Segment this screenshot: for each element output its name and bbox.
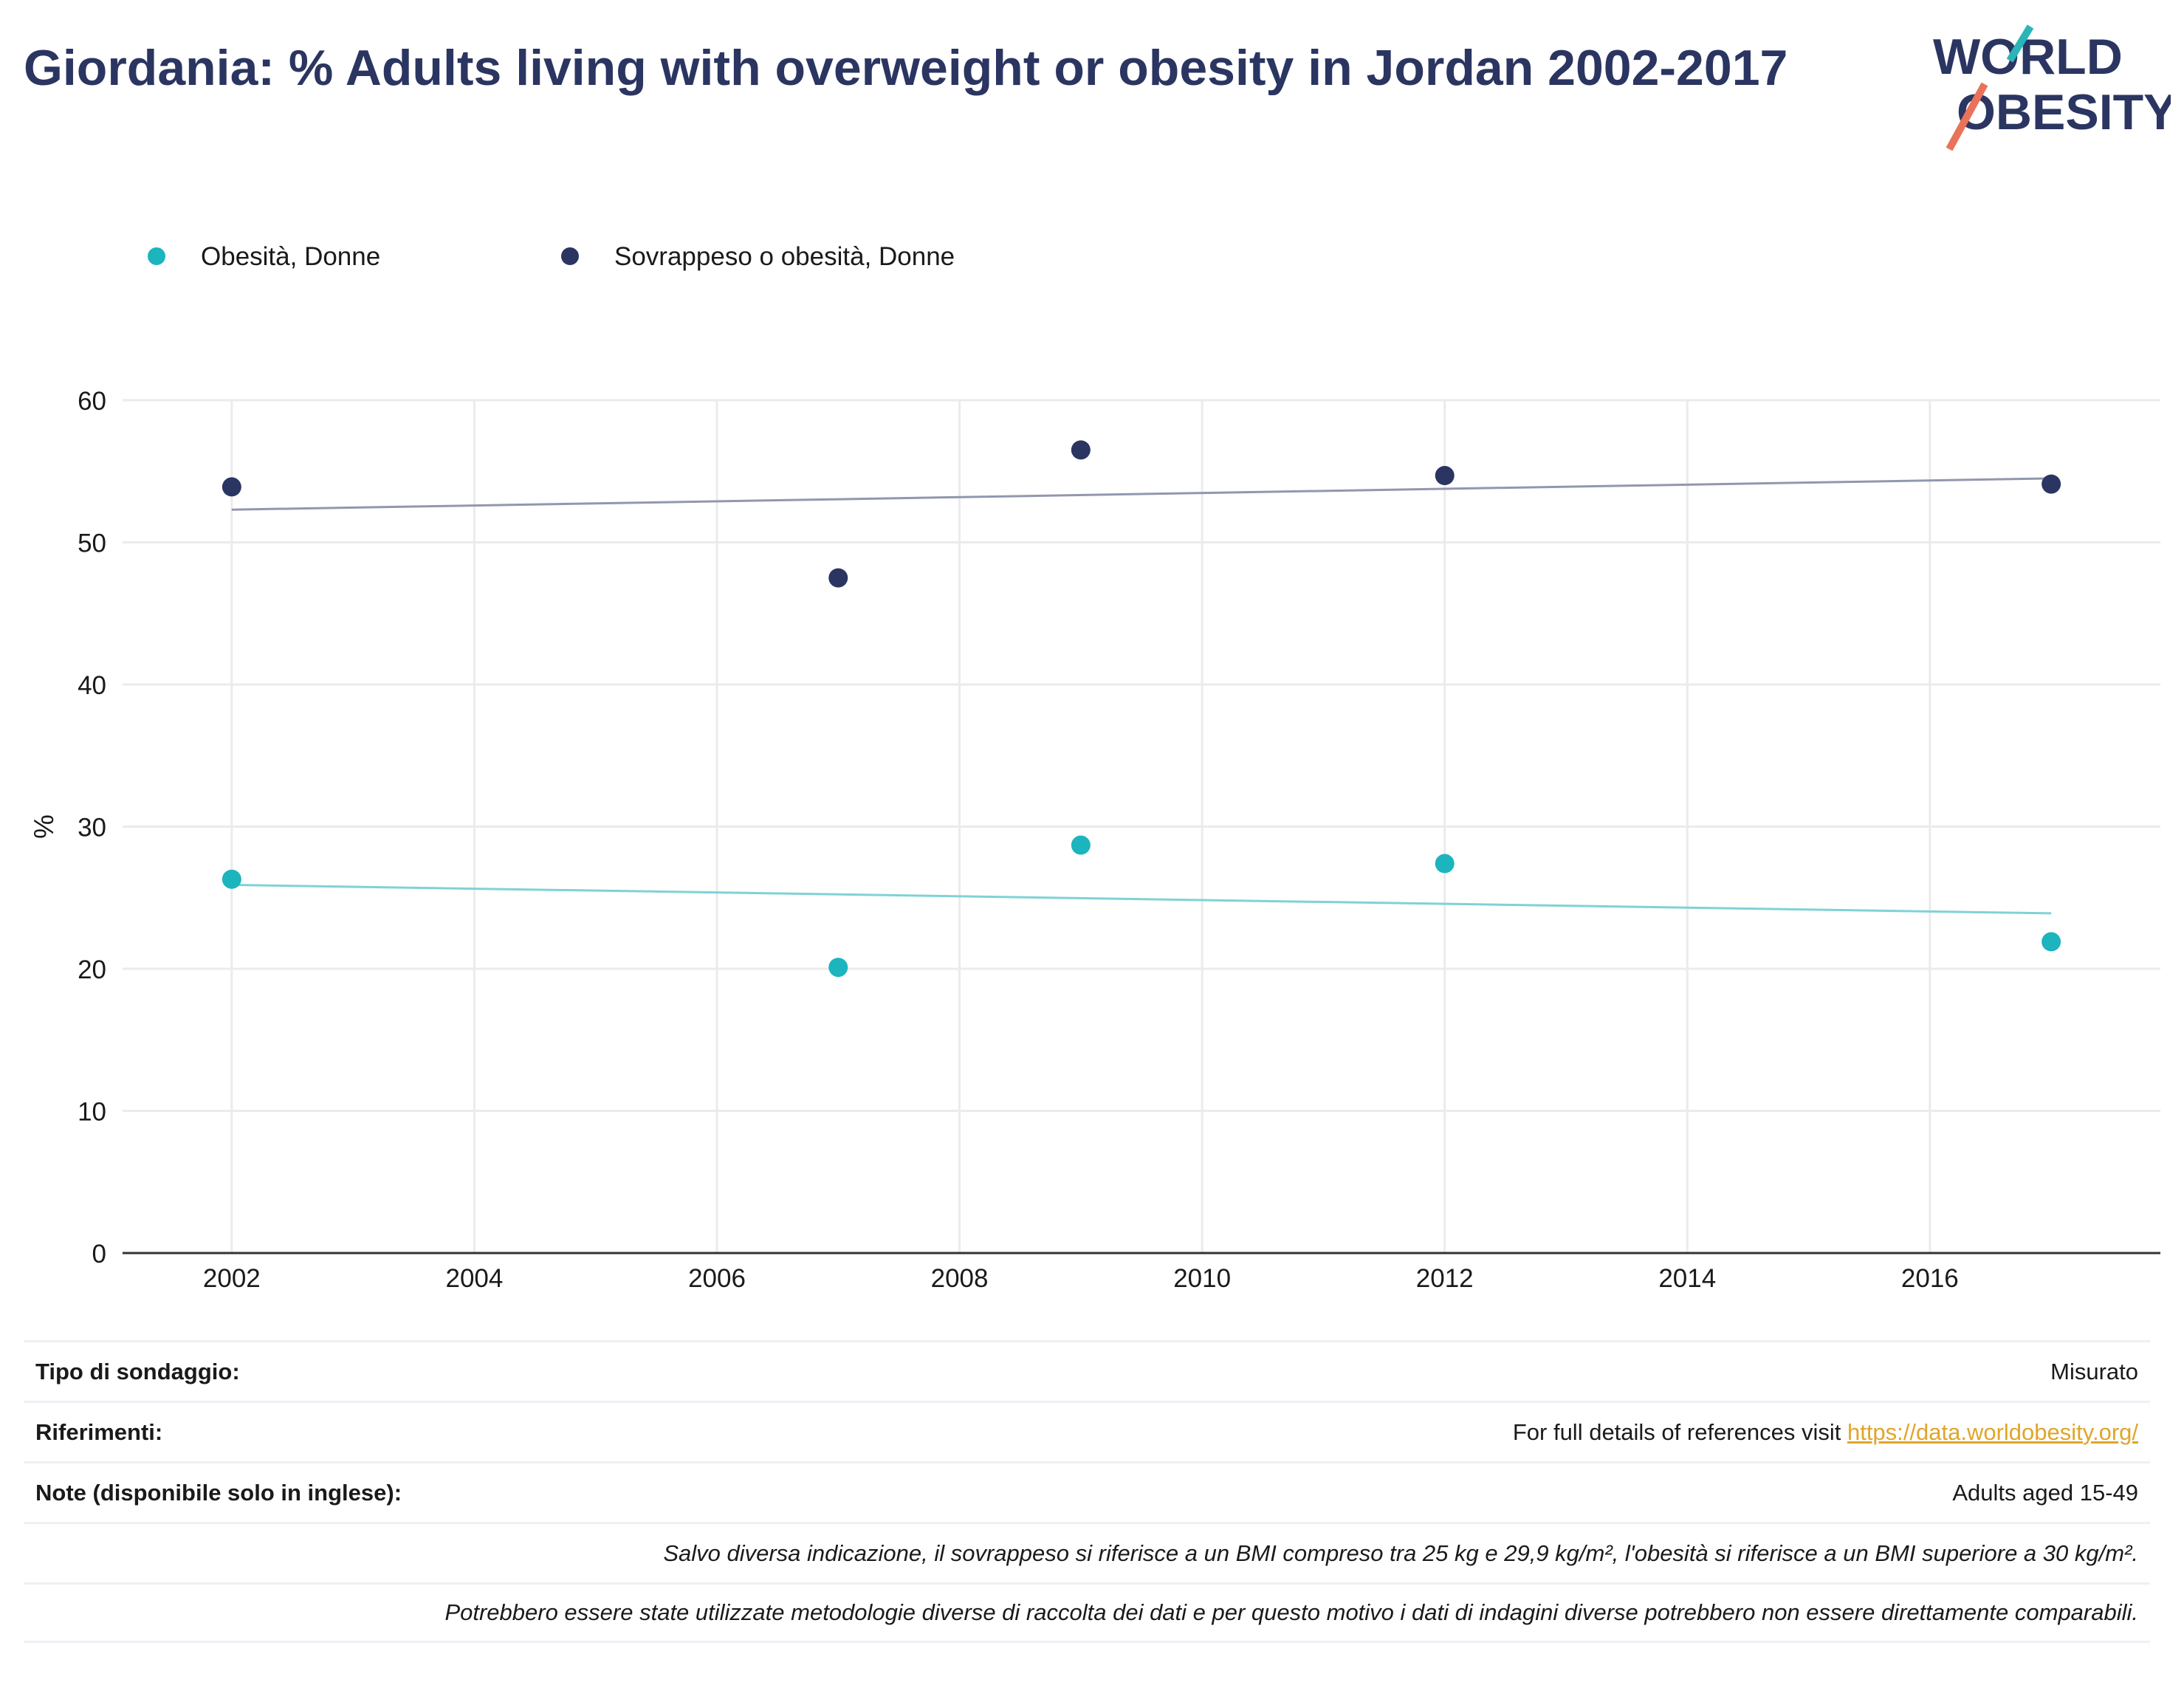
chart-title: Giordania: % Adults living with overweig… bbox=[24, 40, 1788, 96]
survey-type-value: Misurato bbox=[2050, 1358, 2138, 1384]
y-axis-label: % bbox=[29, 814, 59, 839]
legend-label-overweight: Sovrappeso o obesità, Donne bbox=[614, 242, 955, 271]
info-table: Tipo di sondaggio: Misurato Riferimenti:… bbox=[24, 1340, 2150, 1643]
legend-marker-overweight bbox=[561, 247, 579, 265]
logo-slash-coral bbox=[1946, 82, 1988, 151]
y-tick-label: 50 bbox=[78, 529, 106, 558]
logo-text-obesity: OBESITY bbox=[1957, 84, 2171, 140]
data-point bbox=[1435, 854, 1455, 874]
notes-value: Adults aged 15-49 bbox=[1952, 1479, 2138, 1506]
legend-item-obesity[interactable]: Obesità, Donne bbox=[148, 242, 380, 272]
x-tick-label: 2012 bbox=[1416, 1264, 1474, 1293]
data-point bbox=[2042, 474, 2061, 494]
y-tick-label: 0 bbox=[92, 1240, 106, 1269]
trend-line bbox=[231, 883, 2052, 915]
x-tick-label: 2004 bbox=[445, 1264, 503, 1293]
world-obesity-logo: WORLD OBESITY bbox=[1933, 24, 2171, 151]
x-tick-label: 2010 bbox=[1173, 1264, 1231, 1293]
info-row-references: Riferimenti: For full details of referen… bbox=[24, 1401, 2150, 1461]
x-tick-label: 2014 bbox=[1658, 1264, 1716, 1293]
methodology-note: Potrebbero essere state utilizzate metod… bbox=[444, 1599, 2138, 1625]
x-tick-label: 2008 bbox=[931, 1264, 989, 1293]
survey-type-label: Tipo di sondaggio: bbox=[35, 1358, 240, 1384]
data-point bbox=[828, 568, 848, 588]
logo-slash-teal bbox=[2006, 24, 2034, 63]
data-point bbox=[1071, 440, 1091, 460]
data-point bbox=[2042, 932, 2061, 952]
data-point bbox=[1435, 466, 1455, 486]
x-tick-label: 2016 bbox=[1901, 1264, 1959, 1293]
references-label: Riferimenti: bbox=[35, 1418, 163, 1445]
y-tick-label: 10 bbox=[78, 1098, 106, 1127]
notes-label: Note (disponibile solo in inglese): bbox=[35, 1479, 402, 1506]
data-point bbox=[222, 869, 241, 889]
data-point bbox=[222, 477, 241, 497]
scatter-chart: 0 10 20 30 40 50 60 2002 2004 2006 2008 2010 2012 201… bbox=[29, 387, 2160, 1293]
y-tick-label: 40 bbox=[78, 671, 106, 700]
data-point bbox=[1071, 835, 1091, 855]
trend-line bbox=[231, 477, 2052, 511]
info-row-bmi-note: Salvo diversa indicazione, il sovrappeso… bbox=[24, 1522, 2150, 1582]
legend-label-obesity: Obesità, Donne bbox=[201, 242, 381, 271]
y-tick-label: 30 bbox=[78, 814, 106, 842]
info-row-survey: Tipo di sondaggio: Misurato bbox=[24, 1340, 2150, 1401]
y-tick-label: 60 bbox=[78, 387, 106, 416]
bmi-definition-note: Salvo diversa indicazione, il sovrappeso… bbox=[663, 1540, 2138, 1566]
legend-item-overweight[interactable]: Sovrappeso o obesità, Donne bbox=[561, 242, 955, 272]
legend-marker-obesity bbox=[148, 247, 165, 265]
x-tick-label: 2002 bbox=[203, 1264, 261, 1293]
references-value: For full details of references visit htt… bbox=[1513, 1419, 2138, 1446]
references-link[interactable]: https://data.worldobesity.org/ bbox=[1847, 1418, 2138, 1445]
info-row-method-note: Potrebbero essere state utilizzate metod… bbox=[24, 1582, 2150, 1643]
data-point bbox=[828, 958, 848, 978]
logo-text-world: WORLD bbox=[1933, 29, 2123, 85]
info-row-notes: Note (disponibile solo in inglese): Adul… bbox=[24, 1461, 2150, 1522]
y-tick-label: 20 bbox=[78, 955, 106, 984]
references-text: For full details of references visit bbox=[1512, 1418, 1847, 1445]
x-tick-label: 2006 bbox=[688, 1264, 746, 1293]
